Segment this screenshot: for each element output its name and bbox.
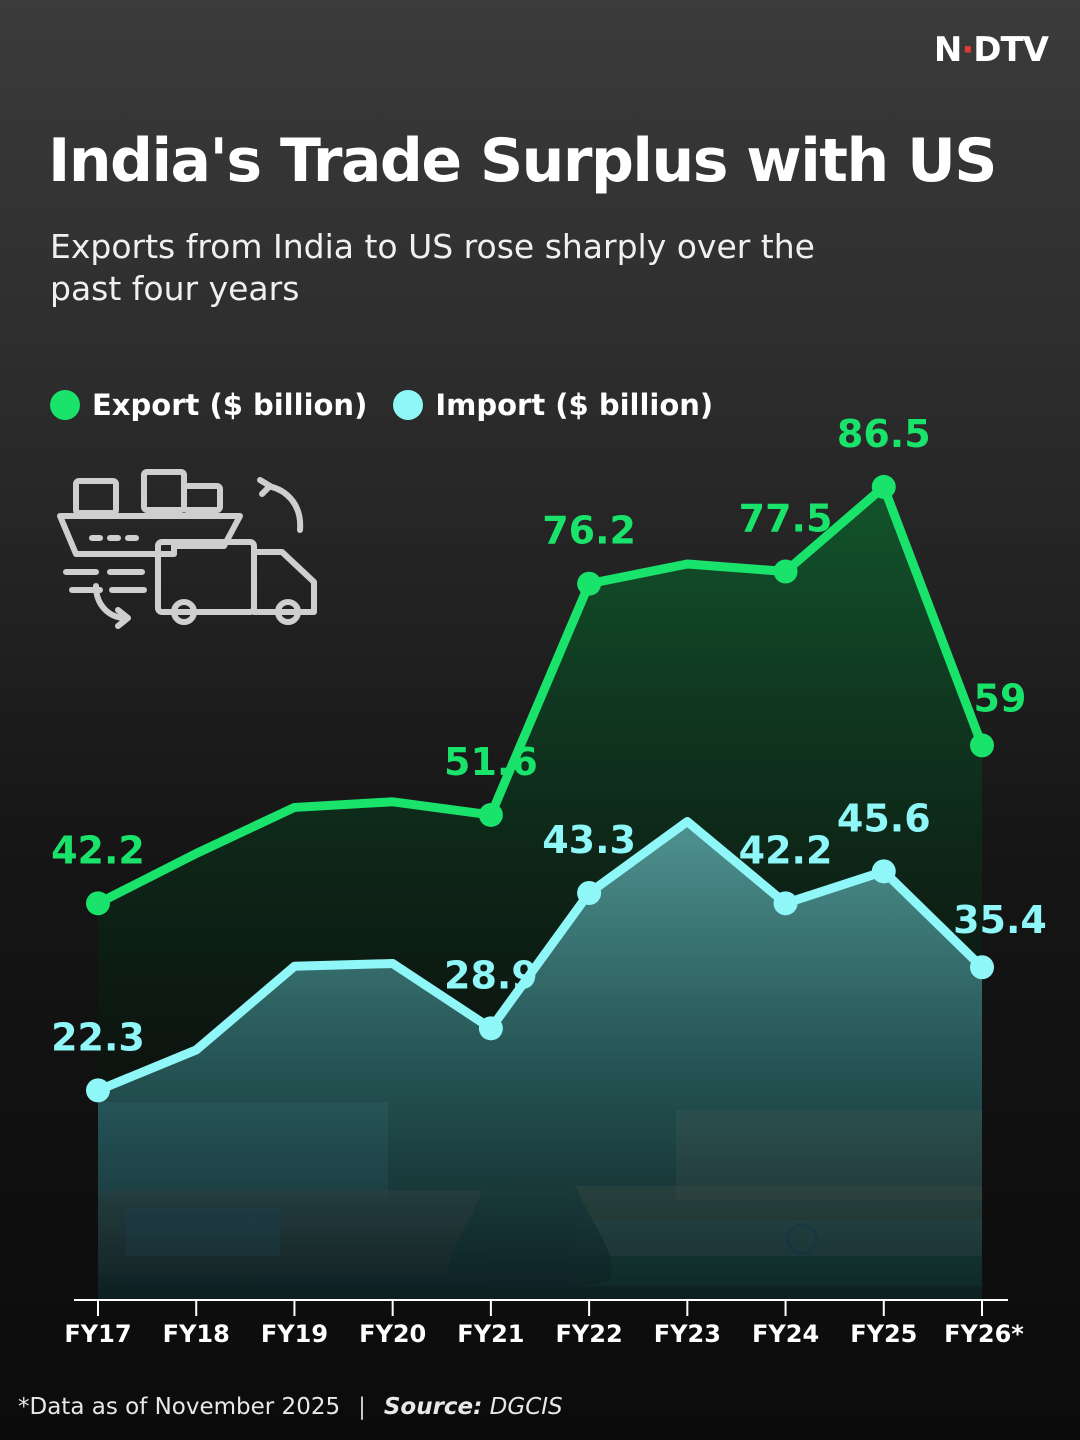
import-value-label-FY17: 22.3 [51, 1015, 145, 1059]
export-value-label-FY21: 51.6 [444, 740, 538, 784]
export-value-label-FY25: 86.5 [837, 412, 931, 456]
x-tick-label-FY23: FY23 [654, 1320, 721, 1348]
import-point-FY25 [871, 859, 896, 884]
footer-separator: | [358, 1394, 366, 1420]
import-value-label-FY26: 35.4 [953, 898, 1047, 942]
x-tick-label-FY24: FY24 [752, 1320, 819, 1348]
export-point-FY22 [577, 571, 602, 596]
export-line [93, 482, 987, 908]
x-tick-label-FY21: FY21 [457, 1320, 524, 1348]
export-value-label-FY24: 77.5 [739, 497, 833, 541]
export-point-FY24 [773, 559, 798, 584]
import-point-FY24 [773, 891, 798, 916]
page-title: India's Trade Surplus with US [48, 126, 998, 196]
export-point-FY26 [970, 733, 994, 758]
export-legend-label: Export ($ billion) [92, 388, 368, 422]
import-value-label-FY25: 45.6 [837, 796, 931, 840]
legend-item-export: Export ($ billion) [50, 388, 367, 422]
logo-dot: · [961, 30, 974, 70]
x-tick-label-FY18: FY18 [163, 1320, 230, 1348]
import-legend-label: Import ($ billion) [435, 388, 714, 422]
import-point-FY26 [970, 955, 994, 980]
import-line [93, 817, 987, 1095]
source-value: DGCIS [489, 1394, 563, 1420]
data-note: *Data as of November 2025 [18, 1394, 341, 1420]
export-value-label-FY26: 59 [974, 676, 1027, 720]
page-subtitle: Exports from India to US rose sharply ov… [50, 227, 815, 308]
import-value-label-FY21: 28.9 [444, 953, 538, 997]
x-tick-label-FY19: FY19 [261, 1320, 328, 1348]
import-value-label-FY22: 43.3 [542, 818, 636, 862]
x-tick-label-FY22: FY22 [556, 1320, 623, 1348]
export-legend-marker [50, 390, 80, 420]
export-value-label-FY22: 76.2 [542, 509, 636, 553]
chart-footer: *Data as of November 2025 | Source: DGCI… [18, 1394, 563, 1420]
legend-item-import: Import ($ billion) [393, 388, 713, 422]
import-legend-marker [393, 390, 424, 420]
import-point-FY17 [86, 1078, 110, 1103]
x-tick-label-FY20: FY20 [359, 1320, 426, 1348]
export-point-FY21 [478, 802, 503, 827]
import-point-FY22 [577, 880, 602, 905]
export-point-FY25 [871, 474, 896, 499]
ndtv-logo: N·DTV [933, 30, 1049, 70]
import-area [98, 821, 982, 1300]
logo-prefix: N [933, 30, 962, 70]
x-tick-label-FY25: FY25 [850, 1320, 917, 1348]
source-label: Source: [383, 1394, 483, 1420]
export-point-FY17 [86, 891, 110, 916]
import-point-FY21 [478, 1016, 503, 1041]
x-tick-label-FY17: FY17 [64, 1320, 131, 1348]
ship-truck-logistics-icon [57, 469, 317, 629]
x-tick-label-FY26: FY26* [944, 1320, 1024, 1348]
logo-suffix: DTV [973, 30, 1049, 70]
source-credit: Source: DGCIS [384, 1394, 563, 1420]
export-value-label-FY17: 42.2 [51, 828, 145, 872]
import-value-label-FY24: 42.2 [739, 828, 833, 872]
chart-legend: Export ($ billion) Import ($ billion) [50, 388, 713, 422]
